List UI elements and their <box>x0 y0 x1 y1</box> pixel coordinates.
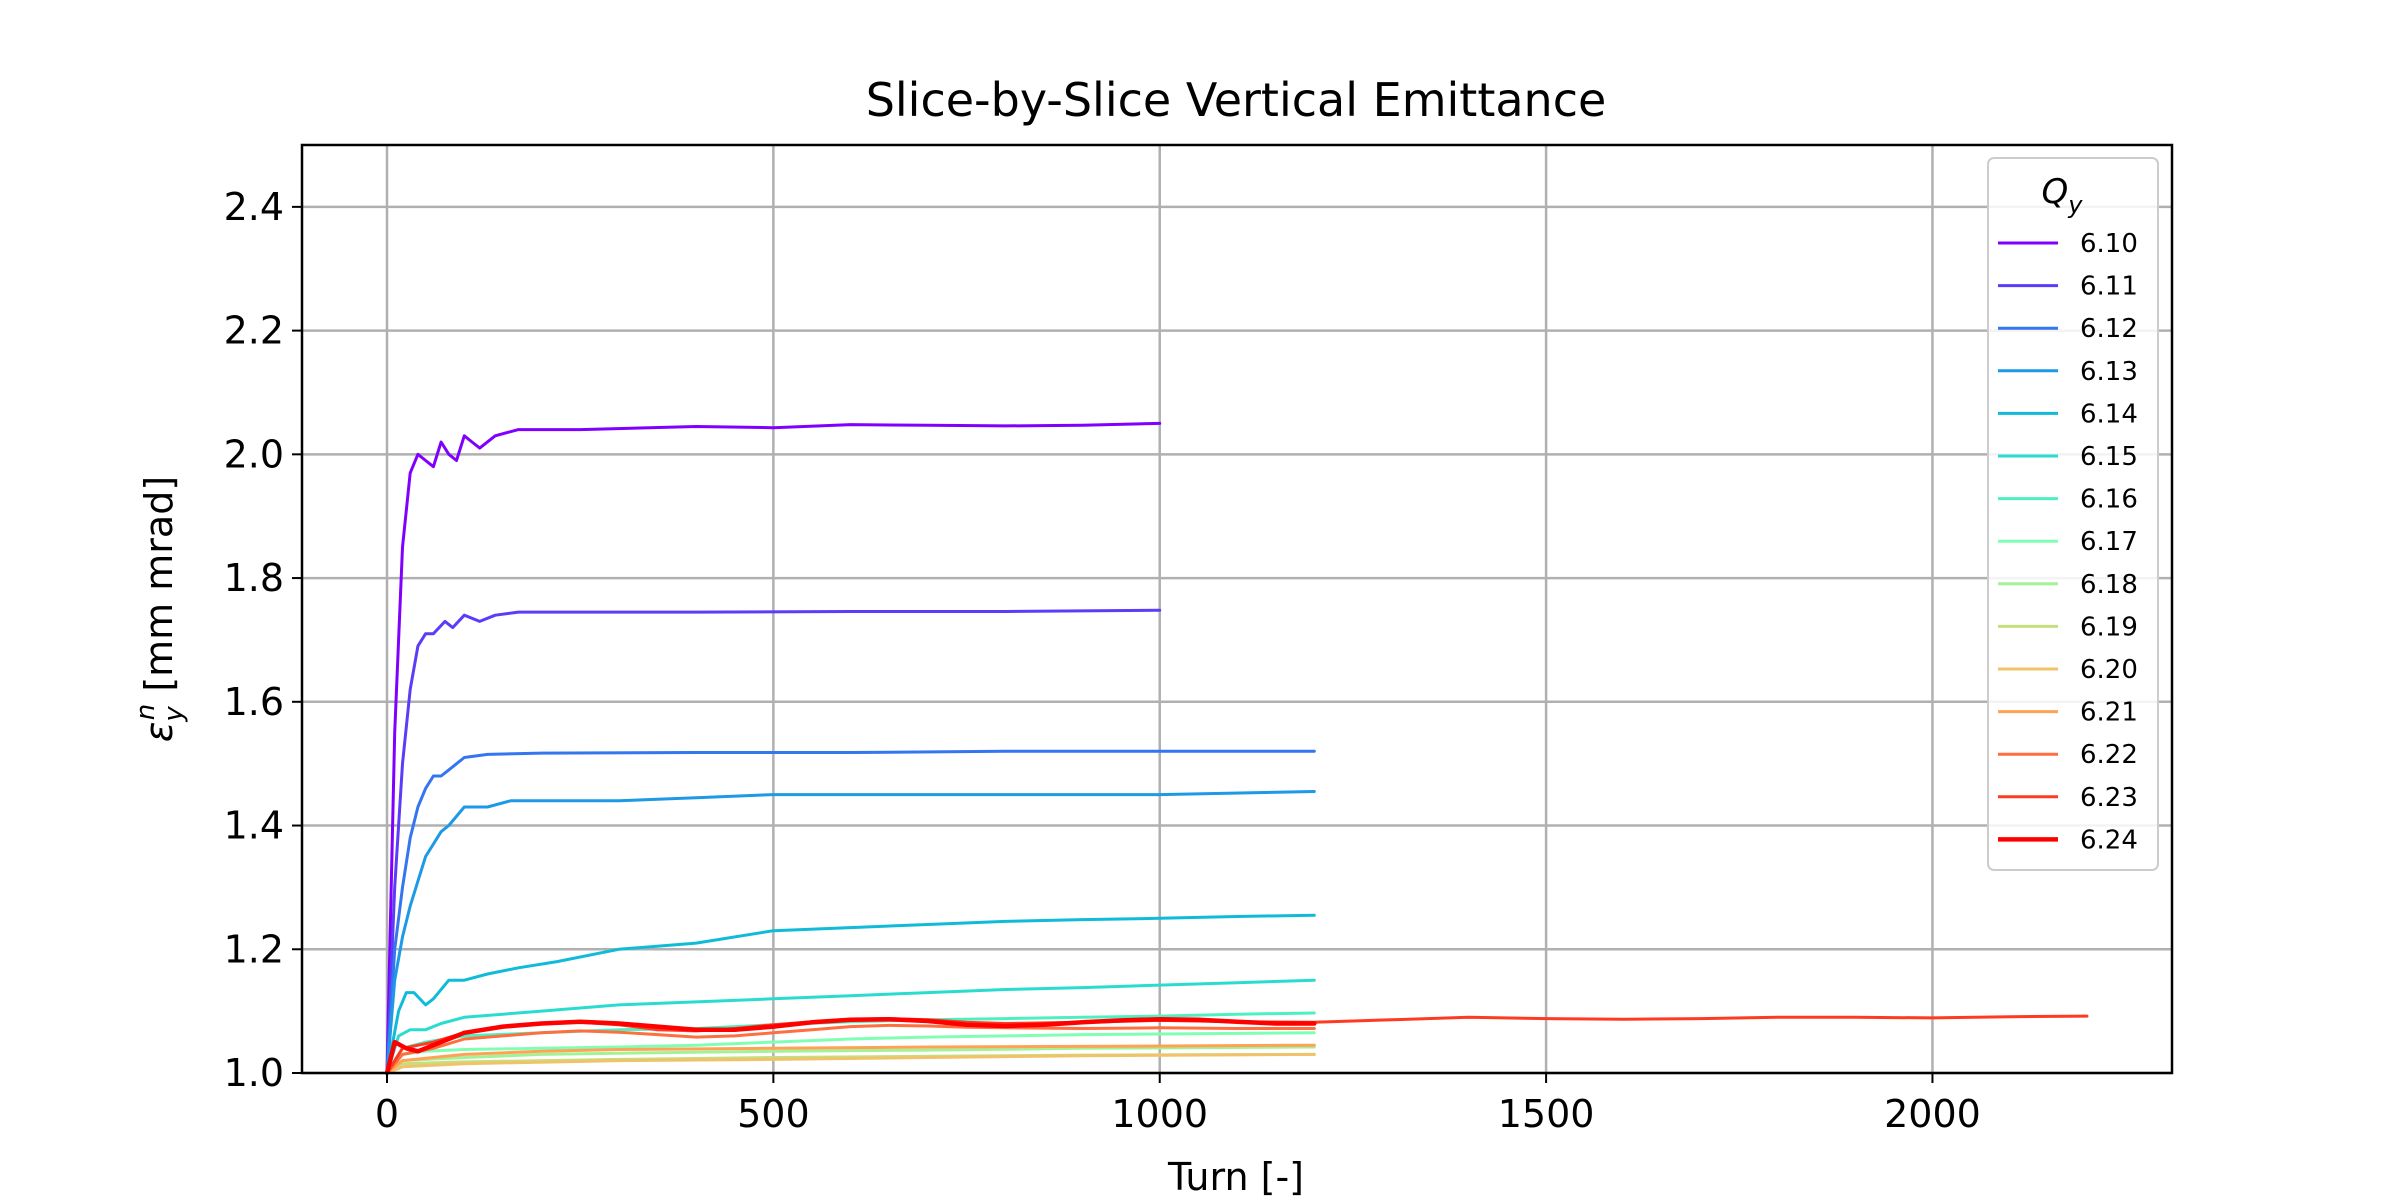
legend-item-6.24: 6.24 <box>1998 825 2138 855</box>
legend-item-6.21: 6.21 <box>1998 698 2138 728</box>
legend-item-6.11: 6.11 <box>1998 272 2138 302</box>
y-axis-label-units: [mm mrad] <box>137 476 181 704</box>
legend-item-6.18: 6.18 <box>1998 570 2138 600</box>
y-tick-label: 1.2 <box>224 927 284 971</box>
x-tick-label: 1500 <box>1498 1092 1595 1136</box>
series-line-6.12 <box>385 749 1316 1075</box>
y-axis-label-symbol: ε <box>137 722 181 743</box>
series-line-6.17 <box>385 1031 1316 1075</box>
legend-item-6.16: 6.16 <box>1998 485 2138 515</box>
legend-item-6.10: 6.10 <box>1998 229 2138 259</box>
legend-item-6.19: 6.19 <box>1998 612 2138 642</box>
axis-ticks: 0 500 1000 1500 2000 1.0 1.2 1.4 1.6 1.8 2.0 2.2 2.4 <box>224 185 1981 1136</box>
y-tick-label: 1.0 <box>224 1051 284 1095</box>
series-line-6.20 <box>385 1052 1316 1075</box>
x-tick-label: 500 <box>737 1092 810 1136</box>
legend-label: 6.12 <box>2080 314 2138 344</box>
legend-title: Qy <box>2042 172 2084 219</box>
legend-title-symbol: Q <box>2042 172 2069 212</box>
legend-label: 6.21 <box>2080 698 2138 728</box>
legend-label: 6.11 <box>2080 272 2138 302</box>
legend-item-6.20: 6.20 <box>1998 655 2138 685</box>
series-line-6.10 <box>385 421 1162 1075</box>
legend-label: 6.10 <box>2080 229 2138 259</box>
legend-label: 6.17 <box>2080 527 2138 557</box>
legend-item-6.17: 6.17 <box>1998 527 2138 557</box>
legend-label: 6.16 <box>2080 485 2138 515</box>
x-axis-label: Turn [-] <box>1167 1155 1304 1199</box>
y-axis-label-superscript: n <box>131 704 161 720</box>
x-tick-label: 1000 <box>1111 1092 1208 1136</box>
series-line-6.21 <box>385 1043 1316 1075</box>
legend-label: 6.24 <box>2080 825 2138 855</box>
legend-label: 6.22 <box>2080 740 2138 770</box>
y-axis-label-subscript: y <box>159 706 189 723</box>
x-tick-label: 2000 <box>1884 1092 1981 1136</box>
legend-item-6.13: 6.13 <box>1998 357 2138 387</box>
y-tick-label: 2.2 <box>224 309 284 353</box>
legend-title-subscript: y <box>2067 191 2083 219</box>
series-line-6.15 <box>385 978 1316 1075</box>
y-tick-label: 2.4 <box>224 185 284 229</box>
plot-frame <box>300 143 2174 1075</box>
legend-box <box>1987 157 2159 871</box>
y-tick-label: 1.6 <box>224 680 284 724</box>
series-line-6.11 <box>385 608 1162 1075</box>
series-line-6.13 <box>385 790 1316 1075</box>
y-tick-label: 1.8 <box>224 556 284 600</box>
legend-label: 6.20 <box>2080 655 2138 685</box>
legend-item-6.23: 6.23 <box>1998 783 2138 813</box>
x-tick-label: 0 <box>375 1092 399 1136</box>
series-line-6.14 <box>385 913 1316 1075</box>
series-lines <box>384 421 2089 1076</box>
legend: Qy 6.106.116.126.136.146.156.166.176.186… <box>1987 157 2159 871</box>
legend-item-6.14: 6.14 <box>1998 399 2138 429</box>
legend-label: 6.14 <box>2080 399 2138 429</box>
chart-title: Slice-by-Slice Vertical Emittance <box>866 73 1607 127</box>
legend-label: 6.15 <box>2080 442 2138 472</box>
legend-label: 6.13 <box>2080 357 2138 387</box>
legend-items: 6.10 6.11 6.12 6.13 6.14 6.15 6.16 6.17 6.18 6.19… <box>1998 229 2138 855</box>
legend-label: 6.23 <box>2080 783 2138 813</box>
y-axis-label: εyn [mm mrad] <box>131 476 189 742</box>
series-line-6.24 <box>384 1016 1317 1076</box>
legend-item-6.22: 6.22 <box>1998 740 2138 770</box>
y-tick-label: 1.4 <box>224 804 284 848</box>
y-tick-label: 2.0 <box>224 432 284 476</box>
legend-label: 6.18 <box>2080 570 2138 600</box>
series-line-6.22 <box>385 1023 1316 1075</box>
legend-item-6.15: 6.15 <box>1998 442 2138 472</box>
legend-label: 6.19 <box>2080 612 2138 642</box>
legend-item-6.12: 6.12 <box>1998 314 2138 344</box>
